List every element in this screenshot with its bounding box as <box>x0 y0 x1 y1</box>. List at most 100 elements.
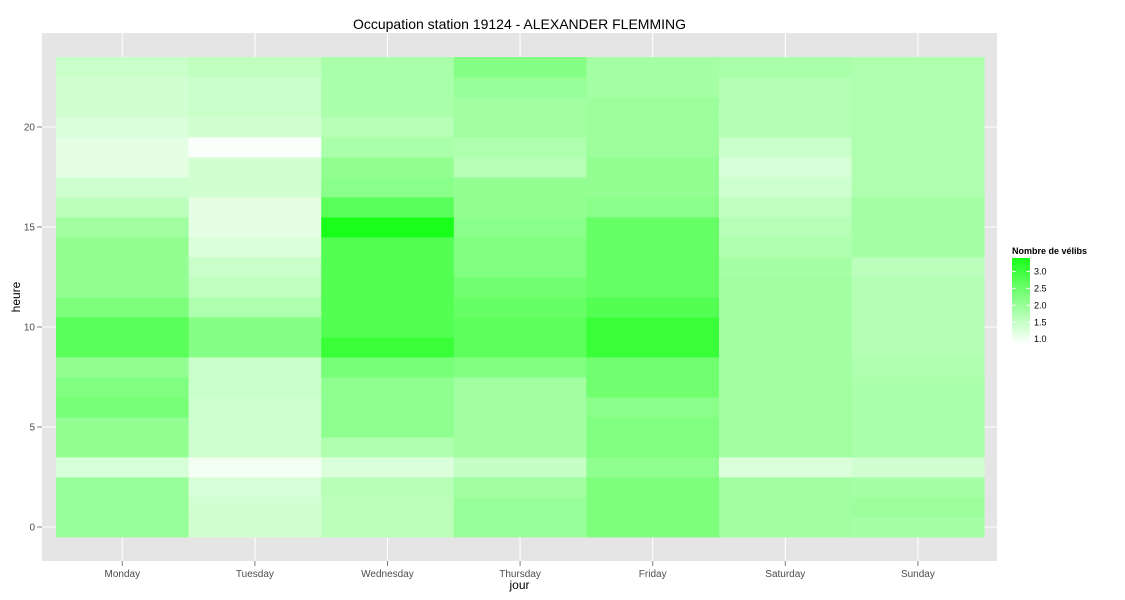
heatmap-tile <box>188 157 322 178</box>
heatmap-tile <box>719 517 852 538</box>
heatmap-tile <box>719 97 852 118</box>
heatmap-tile <box>719 317 852 338</box>
heatmap-tile <box>719 497 852 518</box>
heatmap-tile <box>56 377 189 398</box>
heatmap-tile <box>586 237 720 258</box>
heatmap-tile <box>188 357 322 378</box>
heatmap-tile <box>719 297 852 318</box>
heatmap-tile <box>453 297 587 318</box>
heatmap-tile <box>851 157 985 178</box>
heatmap-tile <box>586 417 720 438</box>
heatmap-tile <box>188 317 322 338</box>
heatmap-tile <box>56 497 189 518</box>
heatmap-tile <box>188 457 322 478</box>
heatmap-tile <box>188 177 322 198</box>
heatmap-tile <box>851 77 985 98</box>
heatmap-tile <box>56 437 189 458</box>
x-tick-label: Friday <box>639 569 667 580</box>
heatmap-tile <box>586 277 720 298</box>
heatmap-tile <box>56 257 189 278</box>
heatmap-tile <box>453 257 587 278</box>
heatmap-tile <box>453 417 587 438</box>
heatmap-tile <box>188 237 322 258</box>
x-tick-label: Tuesday <box>236 569 274 580</box>
y-tick-label: 20 <box>24 123 36 134</box>
heatmap-tile <box>586 317 720 338</box>
heatmap-tile <box>586 137 720 158</box>
x-tick-label: Thursday <box>499 569 541 580</box>
heatmap-tile <box>56 77 189 98</box>
legend-ticks: 1.0 1.5 2.0 2.5 3.0 <box>1012 267 1047 344</box>
legend-colorbar <box>1012 258 1030 344</box>
heatmap-tile <box>321 317 455 338</box>
heatmap-tile <box>321 477 455 498</box>
y-tick-label: 0 <box>29 523 35 534</box>
heatmap-tile <box>851 497 985 518</box>
heatmap-tile <box>586 337 720 358</box>
heatmap-tile <box>851 517 985 538</box>
heatmap-tile <box>719 457 852 478</box>
heatmap-tile <box>56 417 189 438</box>
heatmap-tile <box>719 157 852 178</box>
heatmap-tile <box>56 197 189 218</box>
heatmap-tile <box>453 157 587 178</box>
heatmap-tile <box>321 257 455 278</box>
heatmap-tile <box>719 377 852 398</box>
heatmap-tile <box>321 497 455 518</box>
heatmap-tile <box>586 437 720 458</box>
heatmap-tile <box>188 477 322 498</box>
heatmap-tile <box>851 377 985 398</box>
heatmap-tile <box>321 277 455 298</box>
heatmap-tile <box>851 397 985 418</box>
heatmap-tile <box>56 397 189 418</box>
heatmap-tile <box>851 337 985 358</box>
heatmap-tile <box>321 57 455 78</box>
heatmap-tile <box>321 197 455 218</box>
legend-title: Nombre de vélibs <box>1012 246 1087 256</box>
heatmap-tile <box>586 457 720 478</box>
heatmap-tile <box>453 337 587 358</box>
heatmap-tile <box>453 317 587 338</box>
heatmap-tile <box>453 497 587 518</box>
legend-tick-label: 3.0 <box>1034 267 1047 277</box>
heatmap-tile <box>321 237 455 258</box>
heatmap-tile <box>321 417 455 438</box>
heatmap-tile <box>453 197 587 218</box>
x-axis-title: jour <box>508 578 529 592</box>
x-tick-label: Monday <box>105 569 141 580</box>
heatmap-tile <box>56 337 189 358</box>
heatmap-tile <box>453 377 587 398</box>
color-legend: Nombre de vélibs 1.0 1.5 2.0 2.5 3.0 <box>1012 246 1087 344</box>
heatmap-tile <box>851 237 985 258</box>
heatmap-tile <box>851 197 985 218</box>
legend-tick-label: 1.5 <box>1034 317 1047 327</box>
legend-tick-label: 2.0 <box>1034 300 1047 310</box>
heatmap-tile <box>321 217 455 238</box>
heatmap-tile <box>851 437 985 458</box>
heatmap-tile <box>321 157 455 178</box>
heatmap-tile <box>851 97 985 118</box>
heatmap-tile <box>453 517 587 538</box>
heatmap-tile <box>586 397 720 418</box>
heatmap-tile <box>851 317 985 338</box>
heatmap-tiles <box>56 57 985 538</box>
heatmap-tile <box>719 477 852 498</box>
heatmap-tile <box>719 217 852 238</box>
heatmap-tile <box>56 237 189 258</box>
heatmap-tile <box>586 157 720 178</box>
heatmap-tile <box>188 297 322 318</box>
heatmap-tile <box>56 517 189 538</box>
heatmap-tile <box>321 337 455 358</box>
heatmap-tile <box>719 417 852 438</box>
x-tick-label: Wednesday <box>361 569 414 580</box>
heatmap-tile <box>851 177 985 198</box>
heatmap-tile <box>188 497 322 518</box>
heatmap-tile <box>188 437 322 458</box>
heatmap-tile <box>56 457 189 478</box>
heatmap-tile <box>586 477 720 498</box>
heatmap-tile <box>188 117 322 138</box>
heatmap-tile <box>56 317 189 338</box>
heatmap-tile <box>188 417 322 438</box>
heatmap-tile <box>453 97 587 118</box>
